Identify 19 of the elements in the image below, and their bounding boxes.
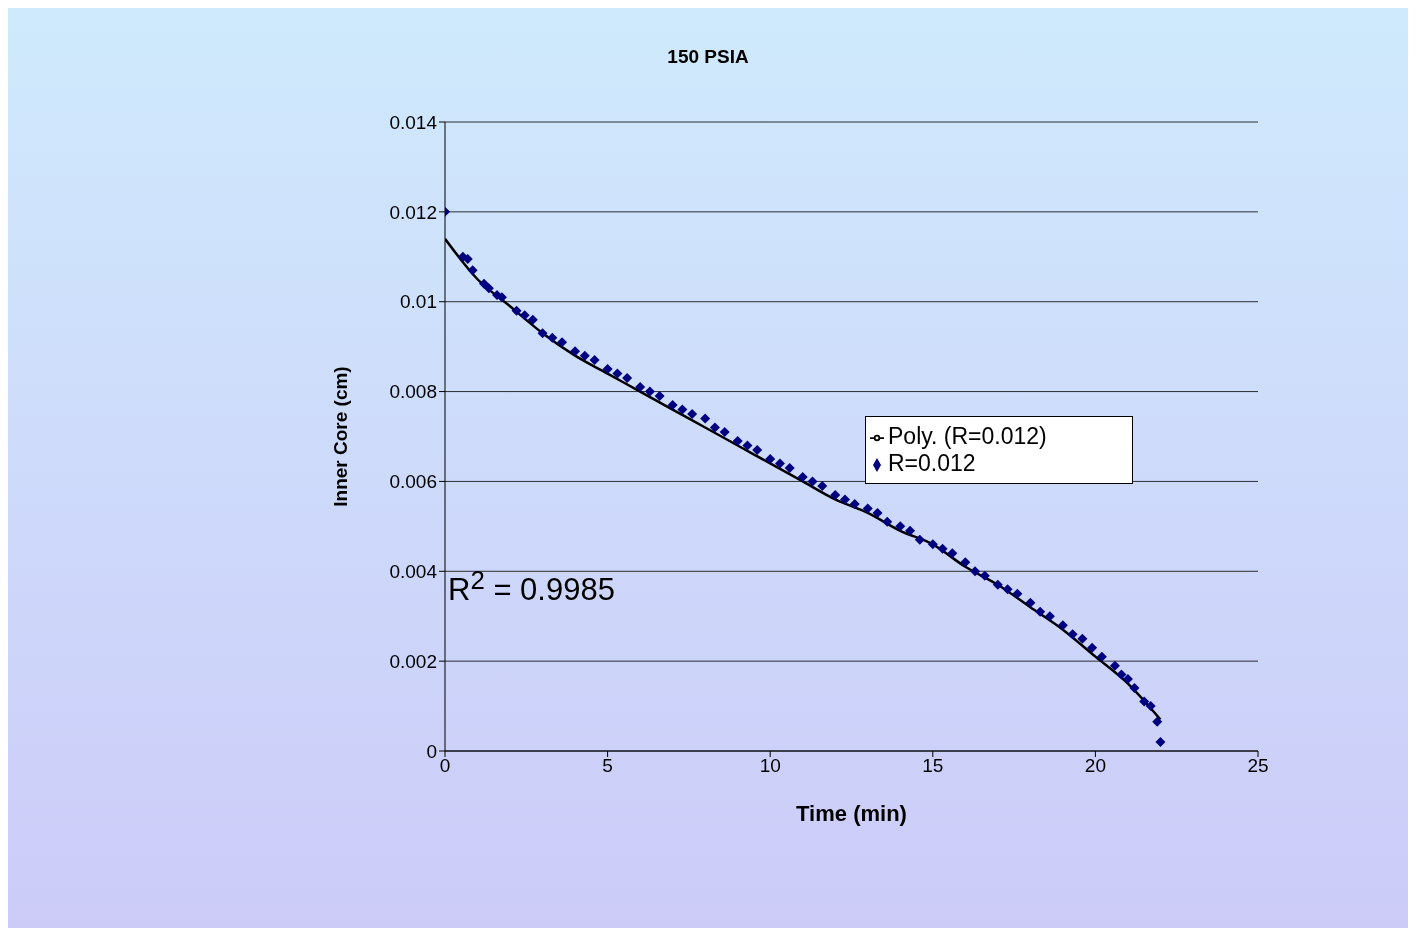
x-axis-title: Time (min) [796, 801, 907, 826]
y-tick-label: 0.006 [389, 471, 437, 493]
y-tick-label: 0.014 [389, 111, 438, 133]
y-axis-title: Inner Core (cm) [329, 366, 351, 507]
y-tick-label: 0 [426, 740, 437, 762]
chart-title: 150 PSIA [666, 46, 750, 68]
y-tick-label: 0.012 [389, 201, 437, 223]
y-tick-label: 0.008 [389, 381, 437, 403]
x-tick-label: 15 [922, 755, 944, 777]
legend-label: Poly. (R=0.012) [888, 423, 1047, 449]
y-tick-label: 0.002 [389, 650, 437, 672]
y-tick-label: 0.01 [400, 291, 437, 313]
x-tick-label: 20 [1084, 755, 1106, 777]
annotation: R$^{2}$ = 0.9985 [448, 566, 615, 609]
x-tick-label: 25 [1247, 755, 1269, 777]
x-tick-label: 5 [602, 755, 613, 777]
legend-label: R=0.012 [888, 450, 976, 476]
y-tick-label: 0.004 [389, 561, 438, 583]
x-tick-label: 10 [759, 755, 781, 777]
